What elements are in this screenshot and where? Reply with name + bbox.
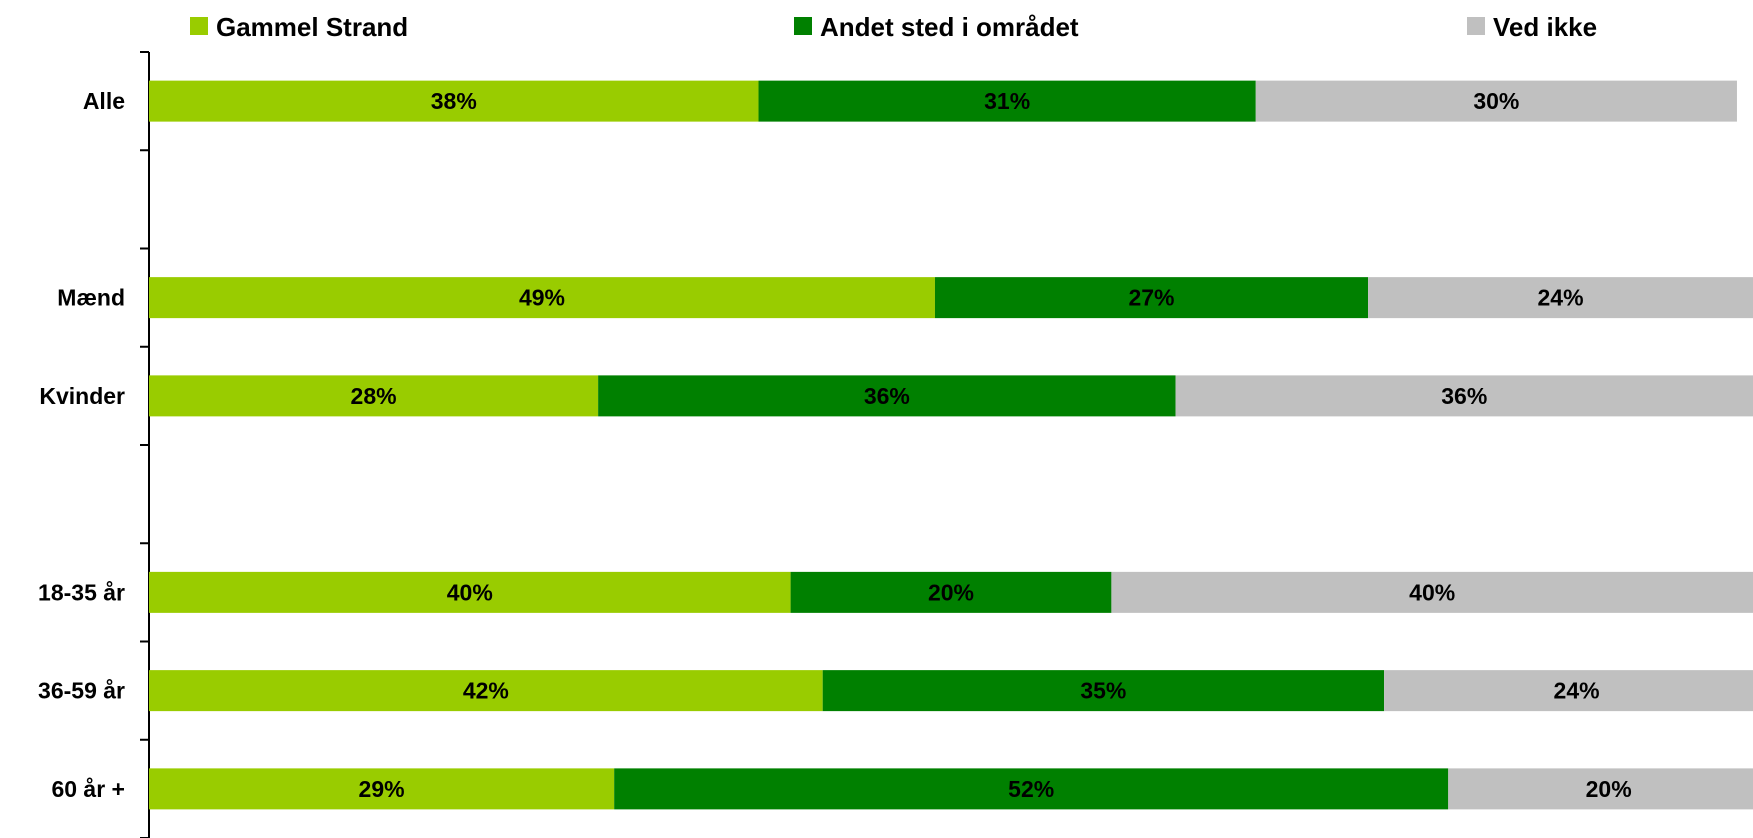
data-label: 29% xyxy=(359,776,405,802)
data-label: 40% xyxy=(447,579,493,605)
bar-segment xyxy=(149,670,823,712)
legend-swatch-andet-sted-i-omr-det xyxy=(794,17,812,35)
bar-segment xyxy=(1384,670,1753,712)
category-label: 36-59 år xyxy=(38,678,125,704)
bar-segment xyxy=(1111,571,1753,613)
data-label: 52% xyxy=(1008,776,1054,802)
legend-label-gammel-strand: Gammel Strand xyxy=(216,12,408,42)
bar-segment xyxy=(149,80,759,122)
category-label: 18-35 år xyxy=(38,579,125,605)
legend-label-ved-ikke: Ved ikke xyxy=(1493,12,1597,42)
bar-segment xyxy=(1175,375,1753,417)
data-label: 36% xyxy=(1441,383,1487,409)
category-axis xyxy=(140,51,150,838)
data-label: 27% xyxy=(1128,285,1174,311)
category-label: Alle xyxy=(83,88,125,114)
legend-swatch-gammel-strand xyxy=(190,17,208,35)
bar-segment xyxy=(1368,277,1753,319)
legend-label-andet-sted-i-omr-det: Andet sted i området xyxy=(820,12,1079,42)
data-label: 35% xyxy=(1080,678,1126,704)
bar-segment xyxy=(149,375,599,417)
data-label: 28% xyxy=(351,383,397,409)
data-label: 38% xyxy=(431,88,477,114)
data-label: 20% xyxy=(1586,776,1632,802)
data-label: 24% xyxy=(1537,285,1583,311)
bar-segment xyxy=(149,571,791,613)
category-label: Kvinder xyxy=(39,383,125,409)
plot-area: Alle 38% 31% 30% Mænd 49% 27% 24% Kvinder 28% 36% 3… xyxy=(38,80,1753,810)
legend-swatch-ved-ikke xyxy=(1467,17,1485,35)
bar-segment xyxy=(598,375,1176,417)
data-label: 42% xyxy=(463,678,509,704)
data-label: 49% xyxy=(519,285,565,311)
data-label: 40% xyxy=(1409,579,1455,605)
bar-segment xyxy=(149,277,935,319)
bar-segment xyxy=(822,670,1385,712)
bar-segment xyxy=(790,571,1112,613)
category-label: Mænd xyxy=(57,285,125,311)
data-label: 30% xyxy=(1473,88,1519,114)
data-label: 20% xyxy=(928,579,974,605)
data-label: 24% xyxy=(1554,678,1600,704)
data-label: 36% xyxy=(864,383,910,409)
legend: Gammel Strand Andet sted i området Ved ikk… xyxy=(190,12,1597,42)
bar-segment xyxy=(149,768,615,810)
bar-segment xyxy=(614,768,1449,810)
bar-segment xyxy=(758,80,1256,122)
bar-segment xyxy=(1255,80,1737,122)
data-label: 31% xyxy=(984,88,1030,114)
bar-segment xyxy=(1448,768,1753,810)
bar-segment xyxy=(934,277,1369,319)
category-label: 60 år + xyxy=(51,776,125,802)
